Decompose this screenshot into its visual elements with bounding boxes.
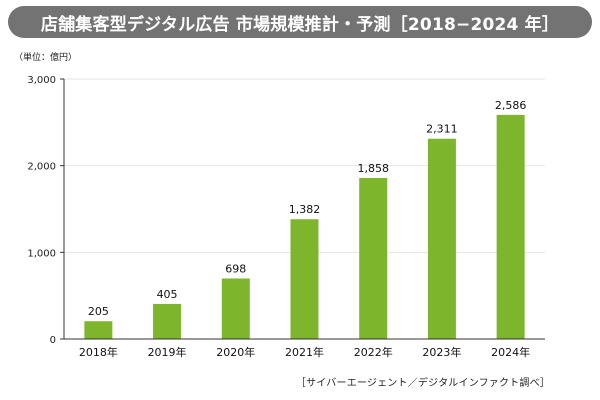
axes [60, 78, 545, 340]
x-tick-label: 2019年 [148, 345, 187, 359]
source-note: ［サイバーエージェント／デジタルインファクト調べ］ [295, 378, 550, 389]
bar [153, 303, 182, 339]
data-label: 2,311 [426, 123, 458, 136]
bar [359, 177, 388, 339]
data-label: 205 [88, 305, 109, 318]
x-tick-label: 2023年 [422, 345, 461, 359]
bar [84, 321, 113, 339]
bar [290, 219, 319, 339]
bar [427, 138, 456, 339]
data-label: 1,382 [289, 203, 321, 216]
chart-title: 店舗集客型デジタル広告 市場規模推計・予測［2018−2024 年］ [8, 6, 592, 38]
data-label: 698 [225, 263, 246, 276]
y-tick-label: 3,000 [27, 75, 56, 86]
x-tick-label: 2020年 [216, 345, 255, 359]
bar [221, 278, 250, 339]
x-tick-label: 2021年 [285, 345, 324, 359]
y-tick-label: 0 [50, 335, 56, 346]
unit-label: （単位：億円） [14, 53, 78, 63]
y-tick-label: 2,000 [27, 162, 56, 173]
bars [84, 114, 525, 339]
y-tick-label: 1,000 [27, 248, 56, 259]
data-label: 2,586 [495, 99, 527, 112]
data-label: 405 [157, 288, 178, 301]
bar [496, 114, 525, 339]
x-tick-label: 2022年 [354, 345, 393, 359]
data-label: 1,858 [357, 162, 389, 175]
x-tick-label: 2024年 [491, 345, 530, 359]
labels: 0 1,000 2,000 3,000 205 2018年 405 2019年 698 2020年… [27, 75, 530, 359]
x-tick-label: 2018年 [79, 345, 118, 359]
